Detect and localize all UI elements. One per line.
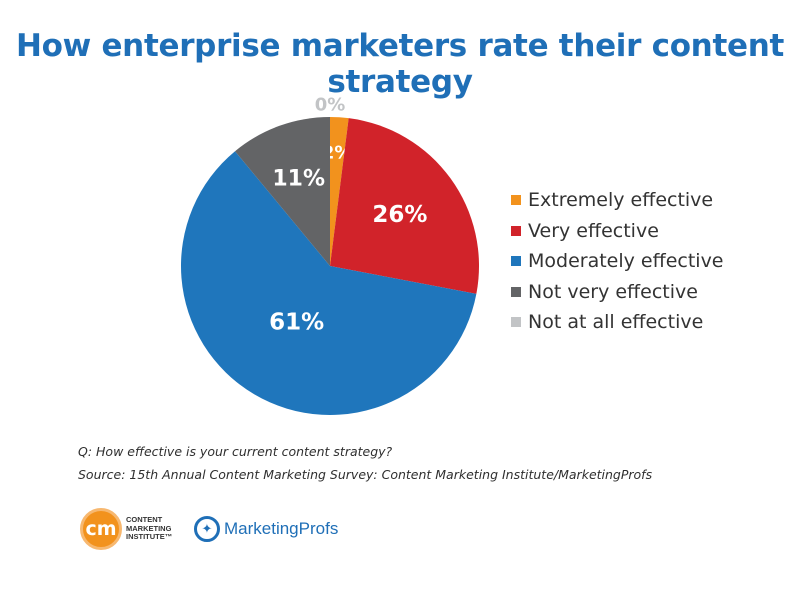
legend-item-not-at-all-effective: Not at all effective [511,307,724,338]
pie-slice-not-very-effective [235,117,330,266]
legend-label: Not at all effective [528,311,704,334]
legend-swatch [511,317,521,328]
marketingprofs-logo-text: MarketingProfs [224,519,339,538]
legend-item-very-effective: Very effective [511,216,724,247]
legend-swatch [511,195,521,206]
legend-item-not-very-effective: Not very effective [511,277,724,308]
legend-item-extremely-effective: Extremely effective [511,185,724,216]
survey-question: Q: How effective is your current content… [78,444,393,459]
marketingprofs-logo: ✦ MarketingProfs [194,516,338,542]
pie-slice-very-effective [330,118,480,294]
logo-row: cm CONTENT MARKETING INSTITUTE™ ✦ Market… [80,506,338,552]
slice-label-moderately-effective: 61% [269,309,324,335]
slice-label-not-at-all-effective: 0% [315,95,346,116]
legend: Extremely effective Very effective Moder… [511,185,724,338]
legend-swatch [511,286,521,297]
cmi-logo: cm CONTENT MARKETING INSTITUTE™ [80,508,178,550]
compass-icon: ✦ [194,516,220,542]
slice-label-not-very-effective: 11% [272,167,325,192]
cmi-logo-text: CONTENT MARKETING INSTITUTE™ [126,515,173,542]
legend-item-moderately-effective: Moderately effective [511,246,724,277]
legend-label: Extremely effective [528,189,714,212]
cmi-logo-mark: cm [80,508,122,550]
legend-swatch [511,225,521,236]
source-note: Source: 15th Annual Content Marketing Su… [78,467,653,482]
slice-label-very-effective: 26% [372,202,427,228]
legend-label: Very effective [528,219,659,242]
legend-label: Moderately effective [528,250,724,273]
pie-slice-moderately-effective [181,151,477,415]
chart-title: How enterprise marketers rate their cont… [15,28,784,100]
legend-label: Not very effective [528,280,698,303]
pie-slice-extremely-effective [330,117,349,266]
legend-swatch [511,256,521,267]
